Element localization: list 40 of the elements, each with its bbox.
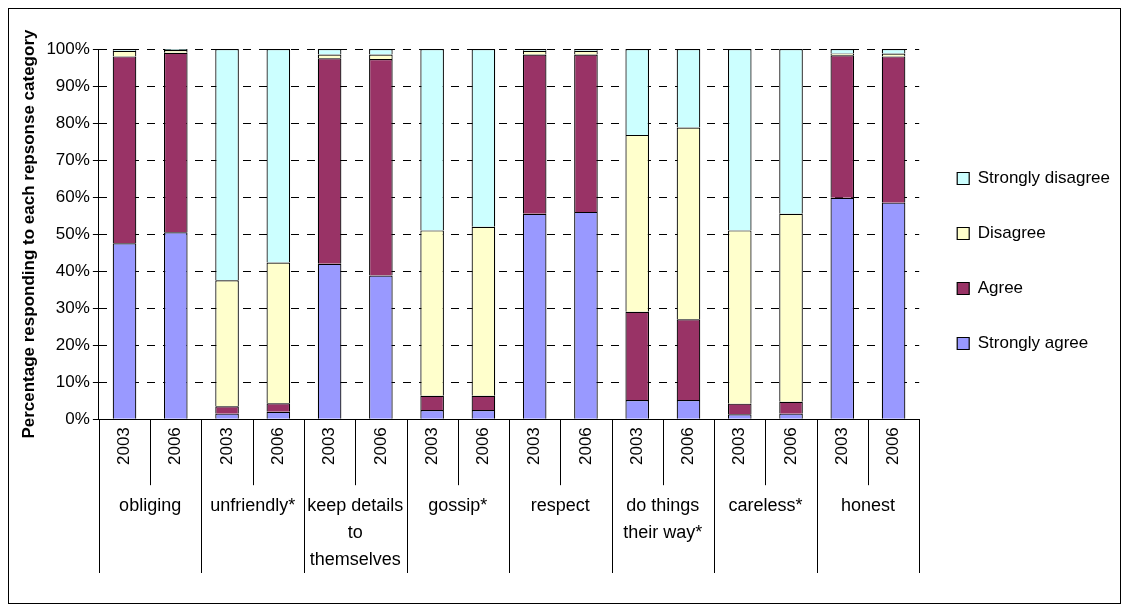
y-axis-title: Percentage responding to each repsonse category xyxy=(18,29,38,439)
y-tick-label: 90% xyxy=(55,75,90,95)
text: do things their way* xyxy=(623,495,703,543)
legend-label: Agree xyxy=(977,278,1024,298)
x-tick-label: 2006 xyxy=(370,427,390,466)
x-tick-label: 2003 xyxy=(319,427,339,466)
y-tick-label: 70% xyxy=(55,149,90,169)
x-tick-label: 2006 xyxy=(268,427,288,466)
x-tick-label: 2006 xyxy=(883,427,903,466)
legend-label: Strongly disagree xyxy=(977,168,1111,188)
y-tick-label: 80% xyxy=(55,112,90,132)
y-tick-label: 100% xyxy=(46,38,90,58)
text: keep details to themselves xyxy=(307,495,404,570)
x-tick-label: 2003 xyxy=(114,427,134,466)
y-tick-label: 40% xyxy=(55,260,90,280)
y-tick-label: 50% xyxy=(55,223,90,243)
text: respect xyxy=(530,495,590,516)
legend-label: Strongly agree xyxy=(977,333,1089,353)
x-tick-label: 2003 xyxy=(831,427,851,466)
x-tick-label: 2003 xyxy=(626,427,646,466)
y-tick-label: 0% xyxy=(65,408,90,428)
x-tick-label: 2003 xyxy=(421,427,441,466)
y-tick-label: 20% xyxy=(55,334,90,354)
x-tick-label: 2006 xyxy=(165,427,185,466)
y-tick-label: 30% xyxy=(55,297,90,317)
text: unfriendly* xyxy=(210,495,296,516)
text: gossip* xyxy=(428,495,488,516)
x-tick-label: 2006 xyxy=(473,427,493,466)
text: obliging xyxy=(119,495,182,516)
x-tick-label: 2003 xyxy=(216,427,236,466)
y-tick-label: 60% xyxy=(55,186,90,206)
y-tick-label: 10% xyxy=(55,371,90,391)
x-tick-label: 2006 xyxy=(678,427,698,466)
x-tick-label: 2003 xyxy=(729,427,749,466)
x-tick-label: 2003 xyxy=(524,427,544,466)
x-tick-label: 2006 xyxy=(575,427,595,466)
text: honest xyxy=(840,495,895,516)
x-tick-label: 2006 xyxy=(780,427,800,466)
legend-label: Disagree xyxy=(977,223,1046,243)
text: careless* xyxy=(728,495,803,516)
